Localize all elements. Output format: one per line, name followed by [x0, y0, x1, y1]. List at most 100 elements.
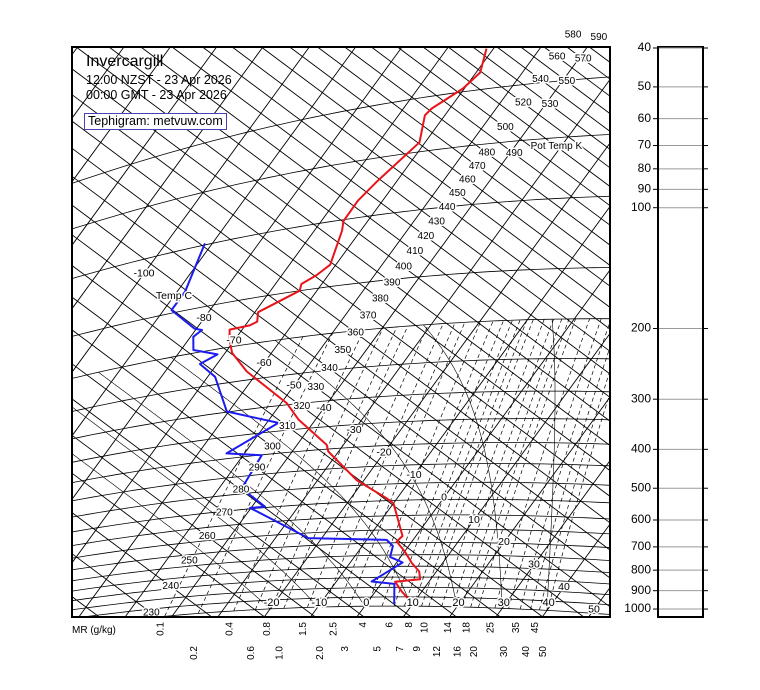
gmt-time: 00:00 GMT - 23 Apr 2026 [86, 88, 227, 102]
theta-label: 270 [216, 507, 233, 518]
moist-adiabat-line [170, 356, 412, 607]
isotherm-base-label: -10 [311, 597, 327, 609]
dry-adiabat-line [71, 265, 544, 618]
pressure-label: 400 [631, 442, 651, 456]
mixing-ratio-label: 35 [511, 622, 522, 634]
mixing-ratio-label: 0.1 [155, 622, 166, 636]
mixing-ratio-label: 0.2 [189, 646, 200, 660]
isotherm-label: 50 [588, 603, 600, 615]
isotherm-label: -100 [133, 267, 154, 279]
isotherm-line [71, 46, 356, 437]
mixing-ratio-label: 4 [358, 622, 369, 628]
isotherm-label: 20 [498, 536, 510, 548]
isotherm-label: 40 [558, 581, 570, 593]
theta-label: 460 [459, 174, 476, 185]
theta-label: 290 [249, 463, 266, 474]
mixing-ratio-label: 30 [499, 646, 510, 658]
pressure-label: 70 [638, 138, 652, 152]
isotherm-label: -30 [346, 424, 361, 436]
dry-adiabat-line [317, 46, 611, 266]
theta-label: 570 [575, 54, 592, 65]
isotherm-line [449, 396, 611, 618]
isotherm-base-label: 30 [498, 597, 510, 609]
theta-label: 430 [428, 216, 445, 227]
mixing-ratio-label: 0.6 [246, 646, 257, 660]
pressure-label: 60 [638, 111, 652, 125]
pressure-label: 200 [631, 321, 651, 335]
theta-label: 390 [384, 277, 401, 288]
dry-adiabat-line [71, 398, 365, 618]
mixing-ratio-label: 18 [461, 622, 472, 634]
isobar-line [83, 596, 611, 618]
isobar-line [71, 358, 611, 412]
theta-label: 250 [181, 555, 198, 566]
dry-adiabat-line [71, 512, 213, 618]
theta-label: 410 [407, 246, 424, 257]
theta-axis-label: Pot Temp K [531, 141, 583, 152]
mixing-ratio-line [270, 326, 398, 610]
isotherm-line [217, 79, 611, 618]
moist-adiabat-line [274, 339, 458, 607]
theta-label: 310 [279, 421, 296, 432]
dry-adiabat-line [447, 46, 611, 169]
moist-adiabat-line [71, 453, 271, 610]
mixing-ratio-label: 2.0 [315, 646, 326, 660]
isotherm-label: -20 [376, 447, 391, 459]
theta-label: 280 [233, 485, 250, 496]
theta-label: 480 [478, 148, 495, 159]
isotherm-line [495, 460, 611, 618]
mixing-ratio-label: 40 [521, 646, 532, 658]
dry-adiabat-line [202, 46, 611, 352]
isotherm-label: 30 [528, 559, 540, 571]
dry-adiabat-line [71, 296, 501, 618]
pressure-label: 800 [631, 562, 651, 576]
isotherm-label: 0 [441, 491, 447, 503]
mixing-ratio-axis: MR (g/kg) 0.10.20.40.60.81.01.52.02.53456… [72, 622, 549, 660]
dry-adiabat-line [543, 46, 611, 97]
pressure-label: 1000 [624, 601, 651, 615]
isobar-line [71, 542, 611, 571]
isobar-line [71, 195, 611, 279]
isotherm-base-label: -20 [264, 597, 280, 609]
theta-label: 340 [321, 363, 338, 374]
isobar-line [71, 267, 611, 337]
isotherm-base-label: 0 [363, 597, 369, 609]
isotherm-label: 10 [468, 514, 480, 526]
dry-adiabat-line [589, 46, 611, 63]
theta-label: 370 [360, 310, 377, 321]
theta-label: 440 [439, 202, 456, 213]
theta-label: 470 [469, 161, 486, 172]
dry-adiabat-line [71, 363, 412, 618]
isobar-line [71, 418, 611, 463]
dry-adiabat-line [71, 175, 611, 579]
theta-label: 520 [515, 98, 532, 109]
isotherm-label: -50 [286, 379, 301, 391]
grid-lines [71, 46, 611, 618]
pressure-label: 80 [638, 161, 652, 175]
isobar-line [71, 463, 611, 502]
pressure-label: 600 [631, 512, 651, 526]
mixing-ratio-label: 50 [538, 646, 549, 658]
mixing-ratio-label: 20 [469, 646, 480, 658]
isobar-line [71, 498, 611, 533]
isobar-line [71, 514, 611, 546]
mixing-ratio-label: 6 [385, 622, 396, 628]
mixing-ratio-label: 12 [432, 646, 443, 658]
mixing-ratio-line [547, 392, 611, 611]
theta-label: 590 [591, 32, 608, 43]
dry-adiabat-line [231, 46, 611, 330]
theta-label: 320 [294, 401, 311, 412]
mixing-ratio-label: 1.5 [298, 622, 309, 636]
isobar-line [71, 481, 611, 518]
mixing-ratio-label: 9 [412, 646, 423, 652]
isobar-line [71, 565, 611, 592]
dry-adiabat-line [261, 46, 611, 308]
dry-adiabat-line [472, 46, 611, 150]
theta-label: 560 [549, 51, 566, 62]
isobar-line [71, 134, 611, 230]
plot-frame [71, 46, 611, 618]
dry-adiabat-line [71, 434, 316, 618]
pressure-label: 700 [631, 539, 651, 553]
theta-label: 450 [449, 188, 466, 199]
